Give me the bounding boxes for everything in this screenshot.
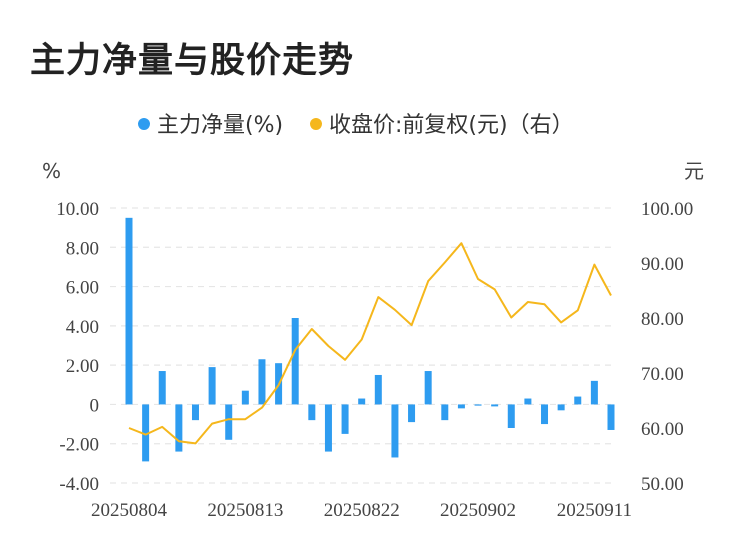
x-tick-label: 20250902 bbox=[440, 500, 516, 521]
bar-net-flow-25 bbox=[541, 404, 549, 425]
close-price-series-line bbox=[128, 242, 612, 445]
y-left-tick-label: 2.00 bbox=[66, 356, 99, 377]
legend: 主力净量(%) 收盘价:前复权(元)（右） bbox=[138, 113, 574, 138]
bar-net-flow-17 bbox=[408, 404, 416, 423]
y-left-tick-label: 0 bbox=[90, 395, 100, 416]
bar-net-flow-10 bbox=[291, 318, 299, 405]
bar-net-flow-6 bbox=[225, 404, 233, 440]
axes: -4.00 -2.00 0 2.00 4.00 6.00 8.00 10.00 50.00 60.… bbox=[42, 159, 704, 521]
y-left-tick-label: 4.00 bbox=[66, 317, 99, 338]
left-axis-unit: % bbox=[42, 159, 61, 183]
legend-label-net-flow: 主力净量(%) bbox=[157, 113, 283, 138]
y-left-tick-label: -4.00 bbox=[59, 474, 99, 495]
bar-net-flow-18 bbox=[424, 371, 432, 405]
bar-net-flow-27 bbox=[574, 396, 582, 405]
bar-net-flow-23 bbox=[507, 404, 515, 428]
bar-net-flow-1 bbox=[142, 404, 150, 462]
chart-title: 主力净量与股价走势 bbox=[30, 41, 355, 81]
y-left-tick-label: -2.00 bbox=[59, 435, 99, 456]
y-left-tick-label: 10.00 bbox=[56, 199, 99, 220]
bar-net-flow-13 bbox=[341, 404, 349, 434]
bar-net-flow-14 bbox=[358, 398, 366, 405]
legend-swatch-net-flow bbox=[138, 118, 150, 130]
bar-net-flow-21 bbox=[474, 404, 482, 406]
bar-net-flow-7 bbox=[241, 390, 249, 405]
legend-swatch-close-price bbox=[310, 118, 322, 130]
bar-net-flow-29 bbox=[607, 404, 615, 430]
bar-net-flow-19 bbox=[441, 404, 449, 421]
bar-net-flow-5 bbox=[208, 367, 216, 405]
y-right-tick-label: 70.00 bbox=[641, 364, 684, 385]
y-right-tick-label: 90.00 bbox=[641, 254, 684, 275]
bar-net-flow-3 bbox=[175, 404, 183, 452]
x-tick-label: 20250822 bbox=[324, 500, 400, 521]
y-left-tick-label: 6.00 bbox=[66, 278, 99, 299]
bar-net-flow-2 bbox=[158, 371, 166, 405]
net-flow-bars bbox=[125, 217, 615, 462]
x-tick-label: 20250804 bbox=[91, 500, 168, 521]
bar-net-flow-26 bbox=[557, 404, 565, 411]
bar-net-flow-16 bbox=[391, 404, 399, 458]
legend-label-close-price: 收盘价:前复权(元)（右） bbox=[329, 113, 574, 138]
bar-net-flow-8 bbox=[258, 359, 266, 405]
y-right-tick-label: 60.00 bbox=[641, 419, 684, 440]
bar-net-flow-11 bbox=[308, 404, 316, 421]
bar-net-flow-22 bbox=[491, 404, 499, 407]
close-price-line bbox=[128, 242, 612, 445]
x-tick-label: 20250911 bbox=[557, 500, 632, 521]
bar-net-flow-0 bbox=[125, 217, 133, 405]
bar-net-flow-24 bbox=[524, 398, 532, 405]
bar-net-flow-4 bbox=[191, 404, 199, 421]
right-axis-unit: 元 bbox=[684, 159, 704, 183]
bar-net-flow-28 bbox=[590, 380, 598, 405]
x-tick-label: 20250813 bbox=[207, 500, 283, 521]
y-right-tick-label: 50.00 bbox=[641, 474, 684, 495]
y-right-tick-label: 80.00 bbox=[641, 309, 684, 330]
bar-net-flow-12 bbox=[324, 404, 332, 452]
y-right-tick-label: 100.00 bbox=[641, 199, 693, 220]
y-left-tick-label: 8.00 bbox=[66, 238, 99, 259]
bar-net-flow-20 bbox=[457, 404, 465, 409]
bar-net-flow-15 bbox=[374, 374, 382, 405]
